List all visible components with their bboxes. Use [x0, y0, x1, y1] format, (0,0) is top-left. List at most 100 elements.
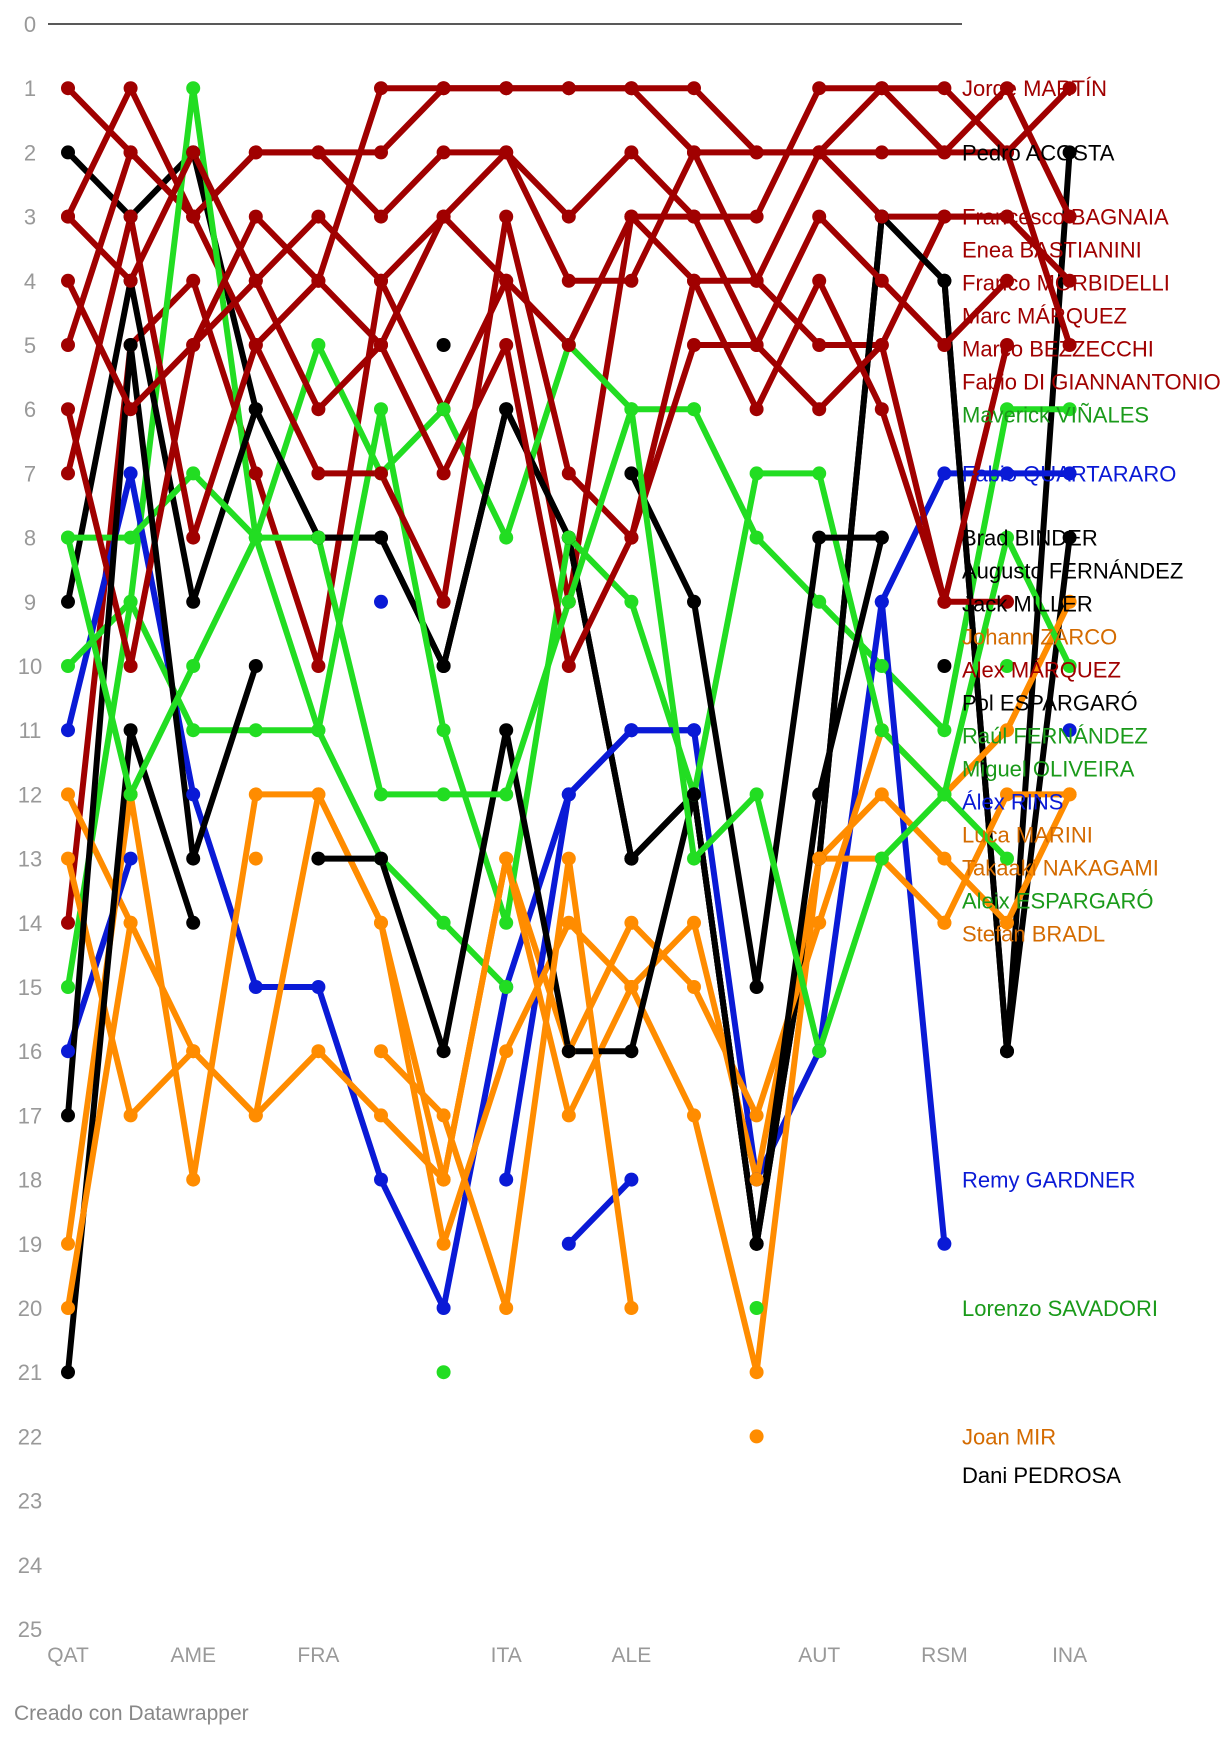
- data-point: [186, 915, 201, 930]
- data-point: [374, 273, 388, 288]
- data-point: [749, 980, 764, 994]
- y-tick-label: 20: [18, 1296, 42, 1321]
- series-end-label: Francesco BAGNAIA: [962, 205, 1169, 230]
- series-end-label: Johann ZARCO: [962, 625, 1117, 650]
- data-point: [624, 1301, 639, 1315]
- data-point: [1062, 723, 1077, 738]
- data-point: [436, 1301, 451, 1315]
- data-point: [123, 787, 138, 802]
- data-point: [186, 209, 201, 224]
- data-point: [311, 659, 326, 673]
- data-point: [61, 1365, 75, 1380]
- data-point: [248, 530, 263, 545]
- data-point: [311, 530, 326, 545]
- y-tick-label: 24: [18, 1553, 42, 1578]
- data-point: [937, 915, 952, 930]
- series-end-label: Fabio DI GIANNANTONIO: [962, 370, 1220, 395]
- data-point: [874, 402, 889, 417]
- data-point: [937, 723, 952, 738]
- data-point: [1062, 338, 1077, 352]
- data-point: [248, 659, 263, 673]
- data-point: [248, 209, 263, 224]
- data-point: [311, 1044, 326, 1059]
- data-point: [436, 145, 451, 160]
- data-point: [874, 338, 889, 352]
- data-point: [1062, 402, 1077, 417]
- data-point: [436, 1172, 451, 1187]
- series-lines: [65, 85, 1070, 1436]
- data-point: [937, 209, 952, 224]
- series-end-label: Marc MÁRQUEZ: [962, 304, 1127, 329]
- data-point: [311, 209, 326, 224]
- data-point: [123, 915, 138, 930]
- series-end-label: Stefan BRADL: [962, 922, 1105, 947]
- data-point: [812, 851, 827, 866]
- data-point: [499, 338, 514, 352]
- data-point: [374, 145, 388, 160]
- x-tick-label: ALE: [612, 1644, 652, 1667]
- data-point: [1000, 209, 1014, 224]
- data-point: [937, 1236, 952, 1251]
- series-end-label: Pedro ACOSTA: [962, 140, 1115, 165]
- data-point: [561, 1044, 576, 1059]
- credit-text: Creado con Datawrapper: [14, 1702, 249, 1725]
- data-point: [749, 787, 764, 802]
- data-point: [874, 530, 889, 545]
- data-point: [749, 145, 764, 160]
- y-tick-label: 10: [18, 654, 42, 679]
- data-point: [687, 980, 701, 994]
- data-point: [186, 338, 201, 352]
- data-point: [499, 530, 514, 545]
- data-point: [61, 145, 75, 160]
- data-point: [687, 594, 701, 609]
- data-point: [374, 81, 388, 96]
- data-point: [687, 209, 701, 224]
- x-tick-label: AME: [170, 1644, 216, 1667]
- series-line: [65, 149, 1010, 284]
- data-point: [1000, 659, 1014, 673]
- data-point: [1000, 402, 1014, 417]
- data-point: [374, 1108, 388, 1123]
- data-point: [874, 723, 889, 738]
- data-point: [186, 145, 201, 160]
- data-point: [311, 466, 326, 481]
- data-point: [499, 402, 514, 417]
- data-point: [436, 1044, 451, 1059]
- y-axis: 0123456789101112131415161718192021222324…: [18, 12, 962, 1642]
- data-point: [624, 81, 639, 96]
- data-point: [624, 145, 639, 160]
- data-point: [248, 851, 263, 866]
- series-end-label: Luca MARINI: [962, 823, 1093, 848]
- data-point: [561, 594, 576, 609]
- data-point: [624, 723, 639, 738]
- data-point: [561, 530, 576, 545]
- data-point: [436, 1236, 451, 1251]
- data-point: [874, 209, 889, 224]
- y-tick-label: 6: [24, 397, 36, 422]
- data-point: [61, 723, 75, 738]
- data-point: [61, 1108, 75, 1123]
- series-end-label: Pol ESPARGARÓ: [962, 691, 1138, 716]
- data-point: [812, 594, 827, 609]
- data-point: [499, 1301, 514, 1315]
- data-point: [1000, 851, 1014, 866]
- data-point: [374, 851, 388, 866]
- data-point: [749, 1236, 764, 1251]
- data-point: [248, 980, 263, 994]
- data-point: [1000, 1044, 1014, 1059]
- data-point: [1000, 787, 1014, 802]
- data-point: [624, 273, 639, 288]
- series-line: [65, 213, 1010, 413]
- data-point: [311, 787, 326, 802]
- y-tick-label: 9: [24, 590, 36, 615]
- data-point: [61, 466, 75, 481]
- data-point: [624, 402, 639, 417]
- data-point: [937, 338, 952, 352]
- data-point: [687, 851, 701, 866]
- data-point: [186, 530, 201, 545]
- data-point: [186, 594, 201, 609]
- data-point: [436, 338, 451, 352]
- series-end-label: Jack MILLER: [962, 592, 1093, 617]
- y-tick-label: 1: [24, 76, 36, 101]
- data-point: [749, 1429, 764, 1444]
